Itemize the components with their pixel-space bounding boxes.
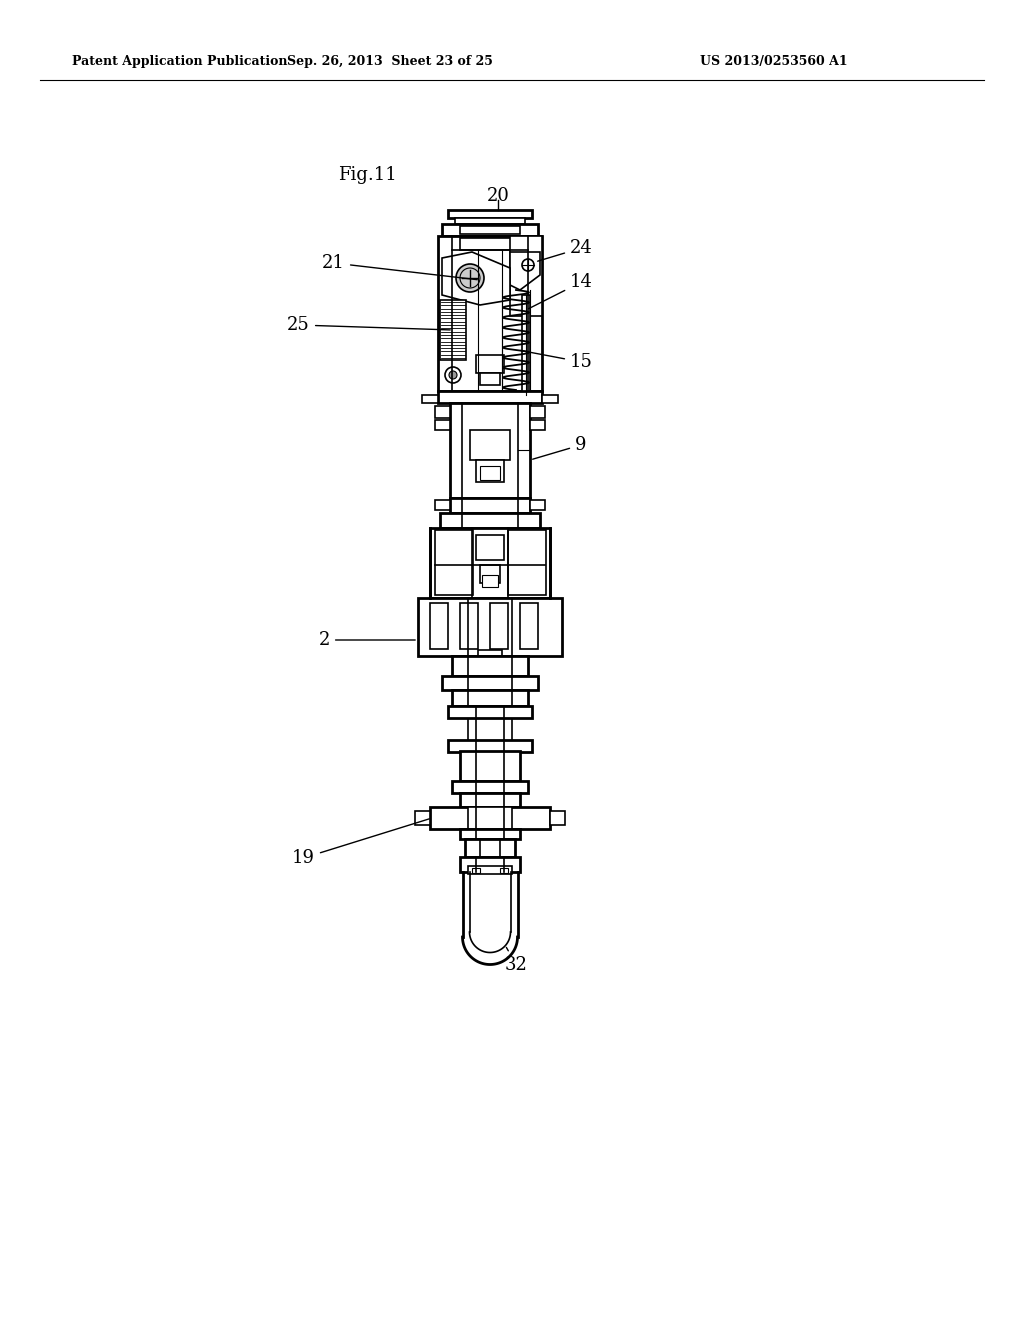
Bar [455, 218, 525, 224]
Bar [452, 690, 528, 706]
Bar [460, 226, 520, 234]
Bar [415, 810, 430, 825]
Bar [452, 656, 528, 676]
Bar [450, 403, 530, 498]
Bar [460, 751, 520, 781]
Bar [435, 500, 450, 510]
Bar [500, 869, 508, 873]
Circle shape [449, 371, 457, 379]
Bar [442, 676, 538, 690]
Bar [440, 513, 540, 528]
Bar [430, 807, 550, 829]
Bar [480, 374, 500, 385]
Bar [460, 793, 520, 807]
Bar [476, 355, 504, 374]
Bar [460, 603, 478, 649]
Bar [480, 466, 500, 480]
Bar [430, 603, 449, 649]
Bar [435, 531, 473, 595]
Bar [510, 236, 542, 315]
Bar [460, 238, 520, 249]
Bar [520, 603, 538, 649]
Bar [508, 531, 546, 595]
Bar [435, 407, 450, 418]
Bar [468, 866, 512, 874]
Bar [478, 649, 502, 656]
Bar [470, 430, 510, 459]
Bar [482, 576, 498, 587]
Text: Fig.11: Fig.11 [338, 166, 396, 183]
Text: 15: 15 [521, 351, 593, 371]
Text: US 2013/0253560 A1: US 2013/0253560 A1 [700, 55, 848, 69]
Bar [530, 500, 545, 510]
Bar [442, 224, 538, 236]
Circle shape [445, 367, 461, 383]
Polygon shape [442, 252, 510, 305]
Bar [438, 391, 542, 403]
Text: 14: 14 [528, 273, 593, 309]
Text: 2: 2 [318, 631, 415, 649]
Bar [476, 535, 504, 560]
Bar [490, 603, 508, 649]
Bar [430, 528, 550, 598]
Bar [465, 840, 515, 857]
Text: 20: 20 [486, 187, 509, 205]
Bar [530, 420, 545, 430]
Bar [468, 807, 512, 829]
Bar [438, 236, 542, 391]
Bar [522, 294, 530, 395]
Text: 19: 19 [292, 818, 429, 867]
Bar [460, 857, 520, 873]
Bar [422, 395, 438, 403]
Circle shape [456, 264, 484, 292]
Bar [450, 498, 530, 513]
Text: Sep. 26, 2013  Sheet 23 of 25: Sep. 26, 2013 Sheet 23 of 25 [287, 55, 493, 69]
Bar [476, 459, 504, 482]
Text: 32: 32 [505, 948, 528, 974]
Bar [480, 565, 500, 583]
Bar [418, 598, 562, 656]
Bar [440, 300, 466, 360]
Bar [449, 706, 532, 718]
Text: 25: 25 [288, 315, 451, 334]
Bar [460, 829, 520, 840]
Bar [452, 781, 528, 793]
Text: 24: 24 [538, 239, 593, 261]
Text: Patent Application Publication: Patent Application Publication [72, 55, 288, 69]
Bar [542, 395, 558, 403]
Bar [550, 810, 565, 825]
Text: 21: 21 [323, 253, 477, 280]
Polygon shape [510, 252, 540, 290]
Bar [530, 407, 545, 418]
Bar [449, 741, 532, 752]
Bar [468, 706, 512, 751]
Bar [472, 869, 480, 873]
Bar [435, 420, 450, 430]
Text: 9: 9 [532, 436, 587, 459]
Bar [449, 210, 532, 218]
